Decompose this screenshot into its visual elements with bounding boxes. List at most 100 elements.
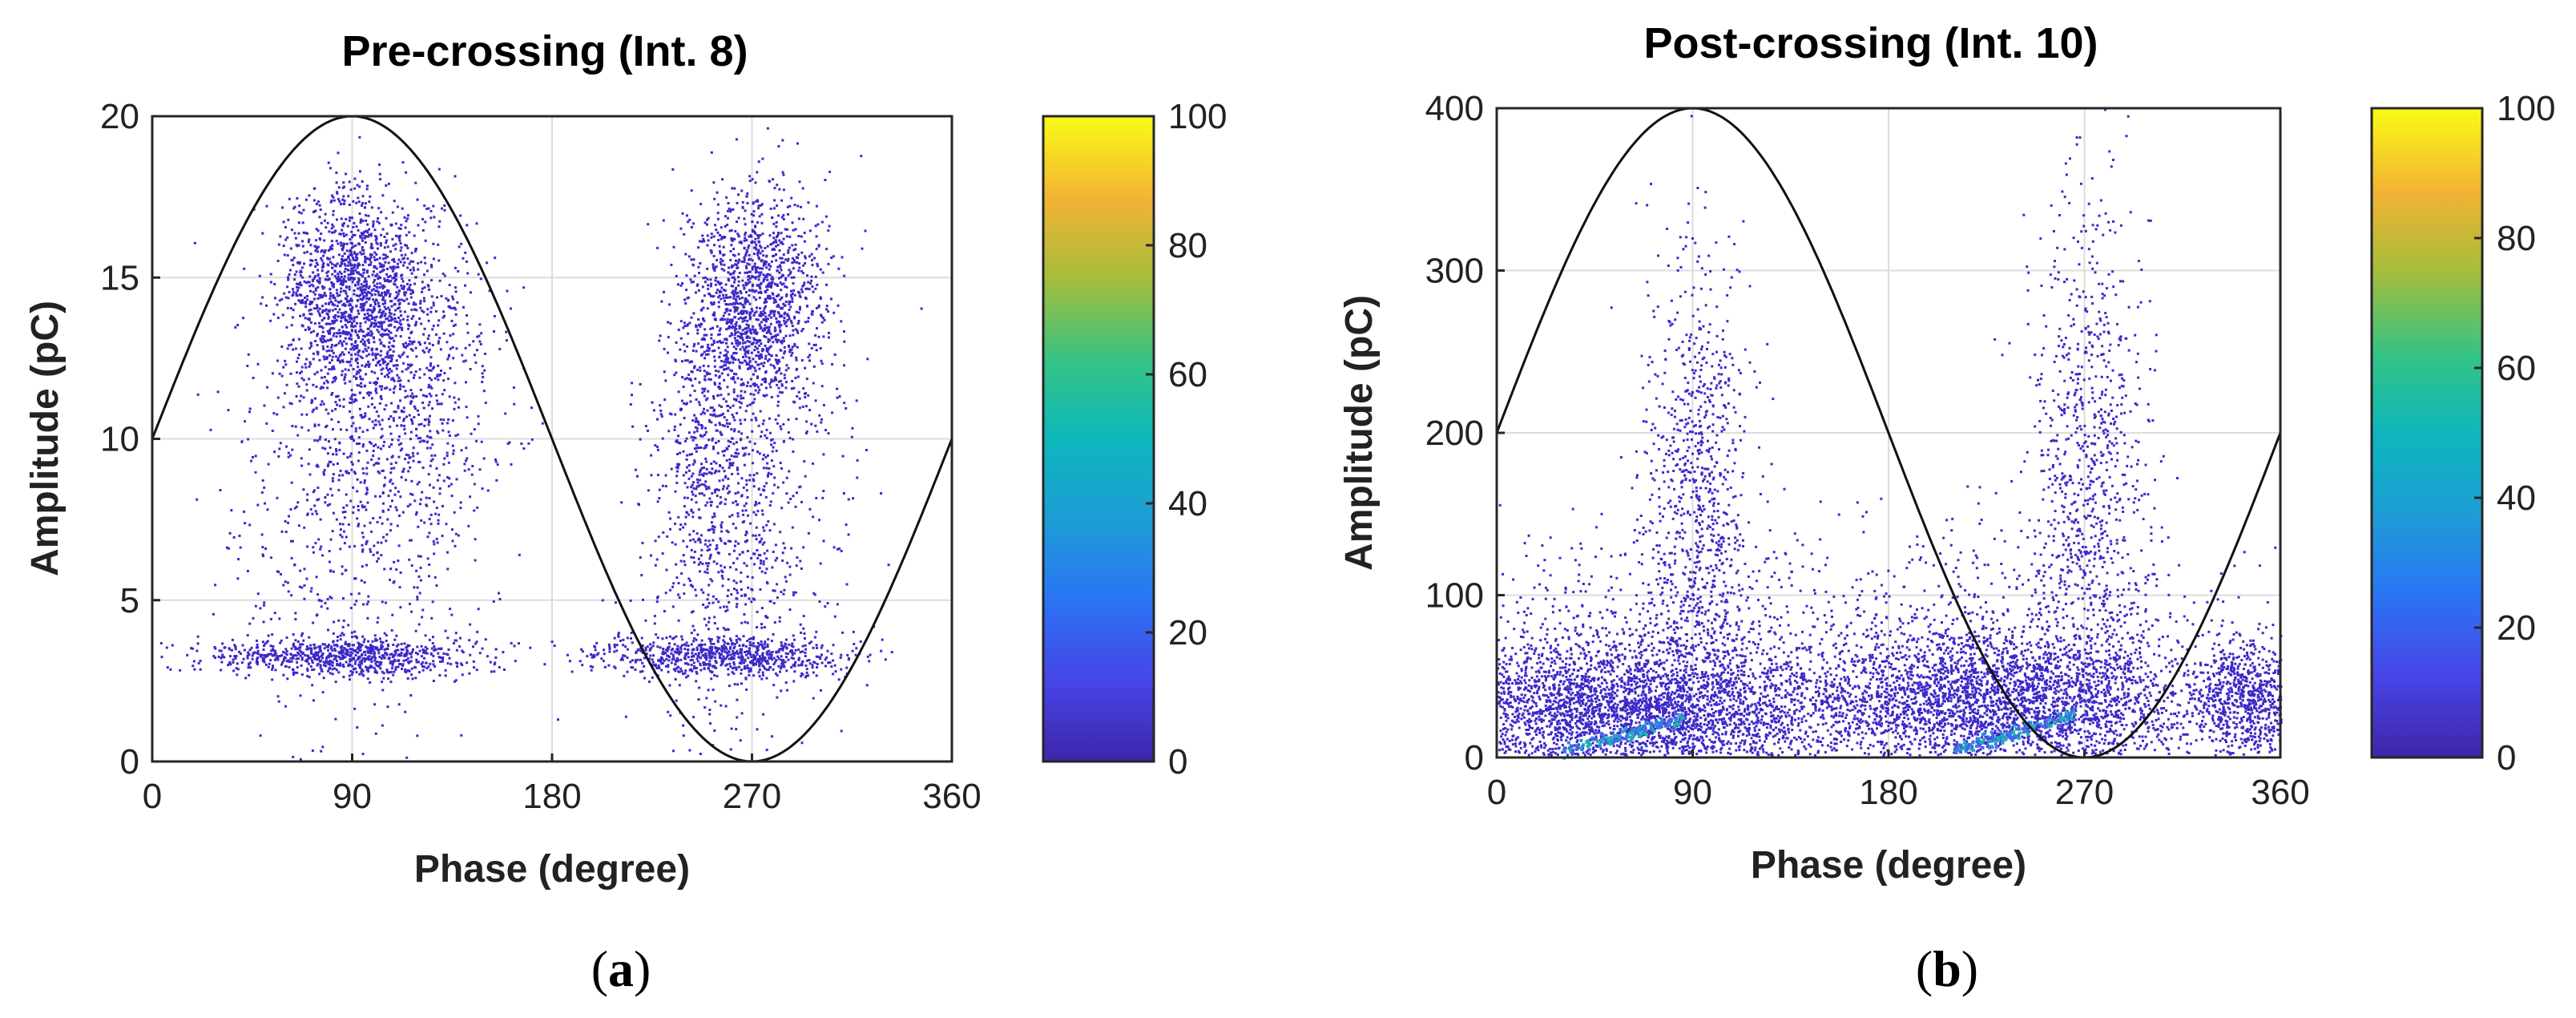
- data-point: [746, 282, 749, 285]
- data-point: [193, 241, 196, 244]
- data-point: [541, 422, 544, 425]
- data-point: [722, 293, 725, 297]
- data-point: [331, 319, 334, 322]
- data-point: [282, 673, 285, 677]
- data-point: [408, 558, 411, 561]
- data-point: [715, 228, 718, 232]
- data-point: [385, 317, 388, 321]
- data-point: [352, 257, 354, 260]
- data-point: [752, 230, 756, 233]
- data-point: [376, 639, 379, 642]
- data-point: [415, 309, 418, 312]
- data-point: [399, 495, 402, 499]
- data-point: [322, 261, 325, 265]
- data-point: [400, 323, 403, 326]
- data-point: [734, 229, 737, 232]
- data-point: [479, 342, 482, 345]
- data-point: [760, 342, 763, 345]
- data-point: [457, 269, 460, 273]
- data-point: [761, 267, 764, 270]
- data-point: [786, 228, 788, 231]
- data-point: [732, 357, 736, 359]
- data-point: [383, 236, 386, 238]
- data-point: [772, 207, 776, 210]
- data-point: [358, 642, 361, 645]
- data-point: [510, 463, 513, 466]
- data-point: [399, 606, 402, 609]
- data-point: [328, 644, 330, 646]
- data-point: [448, 434, 451, 437]
- data-point: [321, 554, 324, 557]
- data-point: [400, 274, 403, 277]
- data-point: [327, 648, 330, 652]
- data-point: [732, 289, 735, 293]
- data-point: [493, 315, 496, 317]
- data-point: [800, 205, 802, 208]
- data-point: [319, 664, 322, 667]
- data-point: [373, 228, 377, 232]
- data-point: [301, 240, 304, 243]
- data-point: [804, 432, 808, 434]
- data-point: [340, 287, 343, 290]
- data-point: [795, 256, 798, 259]
- data-point: [527, 442, 530, 445]
- data-point: [293, 273, 296, 277]
- data-point: [361, 467, 365, 471]
- data-point: [286, 581, 289, 584]
- data-point: [405, 479, 408, 482]
- data-point: [374, 419, 377, 422]
- data-point: [240, 661, 244, 665]
- data-point: [429, 394, 433, 398]
- data-point: [329, 653, 333, 656]
- data-point: [748, 235, 751, 238]
- data-point: [361, 504, 364, 507]
- data-point: [401, 668, 404, 670]
- data-point: [314, 258, 317, 261]
- data-point: [343, 530, 345, 533]
- data-point: [358, 666, 361, 669]
- data-point: [454, 323, 457, 326]
- data-point: [394, 666, 397, 669]
- data-point: [720, 341, 723, 344]
- data-point: [755, 243, 758, 246]
- data-point: [363, 231, 365, 234]
- data-point: [716, 231, 720, 234]
- data-point: [481, 487, 484, 491]
- data-point: [394, 506, 397, 509]
- data-point: [378, 257, 381, 260]
- data-point: [736, 467, 739, 470]
- data-point: [429, 209, 433, 212]
- data-point: [333, 667, 337, 670]
- data-point: [295, 395, 298, 398]
- data-point: [377, 462, 380, 465]
- data-point: [726, 425, 729, 428]
- data-point: [465, 446, 468, 450]
- data-point: [361, 657, 365, 660]
- data-point: [455, 648, 458, 652]
- data-point: [764, 300, 768, 303]
- data-point: [454, 532, 458, 535]
- data-point: [698, 492, 701, 495]
- data-point: [381, 310, 385, 313]
- data-point: [300, 284, 303, 287]
- data-point: [352, 325, 355, 328]
- data-point: [413, 234, 416, 237]
- data-point: [389, 479, 393, 482]
- data-point: [774, 358, 777, 362]
- data-point: [342, 665, 345, 669]
- data-point: [448, 353, 450, 357]
- data-point: [321, 386, 325, 390]
- data-point: [786, 259, 789, 262]
- data-point: [790, 196, 793, 200]
- data-point: [377, 321, 381, 324]
- data-point: [338, 293, 341, 297]
- data-point: [394, 334, 397, 337]
- data-point: [780, 276, 783, 279]
- data-point: [402, 257, 405, 260]
- data-point: [400, 424, 403, 427]
- data-point: [397, 643, 400, 646]
- data-point: [739, 348, 742, 351]
- data-point: [413, 405, 416, 408]
- data-point: [781, 242, 784, 245]
- data-point: [315, 228, 318, 231]
